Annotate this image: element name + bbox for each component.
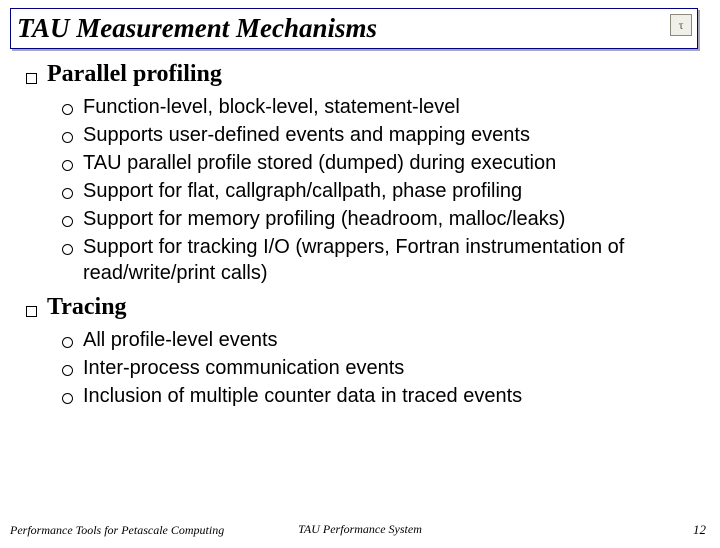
slide-title-bar: TAU Measurement Mechanisms [10, 8, 698, 49]
item-text: Support for tracking I/O (wrappers, Fort… [83, 234, 702, 286]
circle-bullet-icon [62, 160, 73, 171]
section-header: Tracing [26, 294, 702, 321]
section-parallel-profiling: Parallel profiling Function-level, block… [26, 61, 702, 286]
item-text: Inclusion of multiple counter data in tr… [83, 383, 522, 409]
circle-bullet-icon [62, 104, 73, 115]
list-item: Function-level, block-level, statement-l… [62, 94, 702, 120]
section-heading: Tracing [47, 294, 127, 321]
section-header: Parallel profiling [26, 61, 702, 88]
list-item: Support for tracking I/O (wrappers, Fort… [62, 234, 702, 286]
circle-bullet-icon [62, 365, 73, 376]
footer-center-text: TAU Performance System [298, 522, 422, 537]
circle-bullet-icon [62, 337, 73, 348]
footer-left-text: Performance Tools for Petascale Computin… [10, 523, 224, 538]
square-bullet-icon [26, 306, 37, 317]
item-text: TAU parallel profile stored (dumped) dur… [83, 150, 556, 176]
item-text: Support for memory profiling (headroom, … [83, 206, 565, 232]
circle-bullet-icon [62, 132, 73, 143]
list-item: Supports user-defined events and mapping… [62, 122, 702, 148]
list-item: Inclusion of multiple counter data in tr… [62, 383, 702, 409]
page-number: 12 [693, 522, 706, 538]
sub-list: All profile-level events Inter-process c… [62, 327, 702, 409]
circle-bullet-icon [62, 393, 73, 404]
slide-footer: Performance Tools for Petascale Computin… [0, 522, 720, 538]
square-bullet-icon [26, 73, 37, 84]
slide-content: Parallel profiling Function-level, block… [0, 49, 720, 409]
circle-bullet-icon [62, 188, 73, 199]
item-text: Support for flat, callgraph/callpath, ph… [83, 178, 522, 204]
list-item: Support for flat, callgraph/callpath, ph… [62, 178, 702, 204]
tau-logo-icon: τ [670, 14, 692, 36]
list-item: TAU parallel profile stored (dumped) dur… [62, 150, 702, 176]
slide-title: TAU Measurement Mechanisms [17, 13, 377, 43]
section-heading: Parallel profiling [47, 61, 222, 88]
sub-list: Function-level, block-level, statement-l… [62, 94, 702, 286]
circle-bullet-icon [62, 216, 73, 227]
item-text: All profile-level events [83, 327, 278, 353]
list-item: Inter-process communication events [62, 355, 702, 381]
item-text: Inter-process communication events [83, 355, 404, 381]
list-item: All profile-level events [62, 327, 702, 353]
item-text: Supports user-defined events and mapping… [83, 122, 530, 148]
section-tracing: Tracing All profile-level events Inter-p… [26, 294, 702, 409]
item-text: Function-level, block-level, statement-l… [83, 94, 460, 120]
circle-bullet-icon [62, 244, 73, 255]
list-item: Support for memory profiling (headroom, … [62, 206, 702, 232]
